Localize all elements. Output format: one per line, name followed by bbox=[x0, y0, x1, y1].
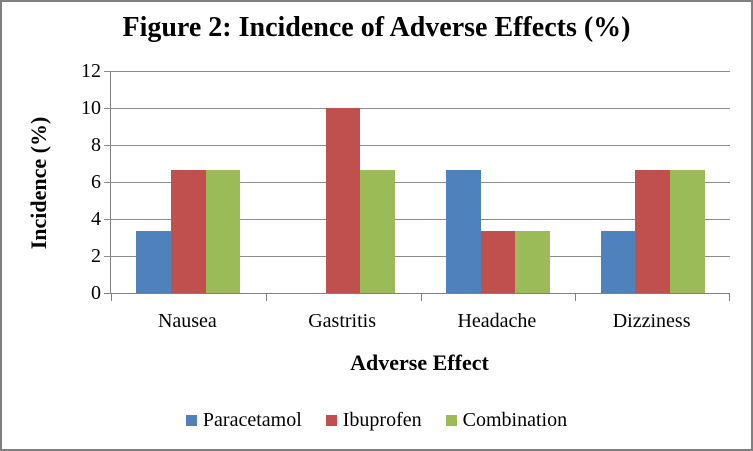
bar-ibuprofen-headache bbox=[480, 231, 516, 293]
gridline-y-2 bbox=[104, 256, 730, 257]
bar-paracetamol-nausea bbox=[136, 231, 172, 293]
bar-combination-nausea bbox=[205, 169, 241, 293]
gridline-y-4 bbox=[104, 219, 730, 220]
y-tick-label-0: 0 bbox=[91, 282, 101, 304]
legend-label: Paracetamol bbox=[202, 409, 302, 431]
y-axis-tick-0 bbox=[104, 293, 111, 294]
y-tick-label-4: 4 bbox=[91, 208, 101, 230]
legend: Paracetamol Ibuprofen Combination bbox=[2, 409, 751, 431]
bar-combination-gastritis bbox=[360, 169, 396, 293]
legend-swatch-icon bbox=[325, 414, 337, 426]
chart-title: Figure 2: Incidence of Adverse Effects (… bbox=[122, 12, 631, 43]
legend-item-ibuprofen: Ibuprofen bbox=[325, 409, 422, 431]
legend-swatch-icon bbox=[185, 414, 197, 426]
x-category-label-nausea: Nausea bbox=[157, 310, 217, 332]
gridline-y-10 bbox=[104, 108, 730, 109]
bar-ibuprofen-gastritis bbox=[325, 108, 361, 293]
x-axis-tick-4 bbox=[729, 294, 730, 301]
x-category-label-dizziness: Dizziness bbox=[612, 310, 691, 332]
x-category-label-gastritis: Gastritis bbox=[308, 310, 377, 332]
bar-combination-headache bbox=[515, 231, 550, 293]
plot-area bbox=[104, 71, 730, 301]
legend-item-paracetamol: Paracetamol bbox=[185, 409, 302, 431]
gridline-y-8 bbox=[104, 145, 730, 146]
bar-ibuprofen-dizziness bbox=[635, 169, 670, 293]
y-tick-label-6: 6 bbox=[91, 171, 101, 193]
bar-paracetamol-headache bbox=[445, 169, 481, 293]
bar-combination-dizziness bbox=[669, 169, 705, 293]
x-axis-tick-3 bbox=[575, 294, 577, 301]
legend-item-combination: Combination bbox=[445, 409, 568, 431]
x-axis-tick-2 bbox=[420, 294, 422, 301]
y-tick-label-12: 12 bbox=[81, 60, 101, 82]
legend-label: Combination bbox=[462, 409, 568, 431]
legend-swatch-icon bbox=[445, 414, 457, 426]
y-tick-label-2: 2 bbox=[91, 245, 101, 267]
y-tick-label-8: 8 bbox=[91, 134, 101, 156]
y-tick-label-10: 10 bbox=[81, 97, 101, 119]
gridline-y-12 bbox=[104, 71, 730, 72]
x-axis-tick-1 bbox=[265, 294, 267, 301]
x-axis-tick-0 bbox=[111, 294, 112, 301]
gridline-y-6 bbox=[104, 182, 730, 183]
x-axis-title: Adverse Effect bbox=[350, 350, 489, 375]
bar-paracetamol-dizziness bbox=[600, 231, 636, 293]
bar-ibuprofen-nausea bbox=[171, 169, 206, 293]
x-category-label-headache: Headache bbox=[457, 310, 537, 332]
legend-label: Ibuprofen bbox=[342, 409, 422, 431]
